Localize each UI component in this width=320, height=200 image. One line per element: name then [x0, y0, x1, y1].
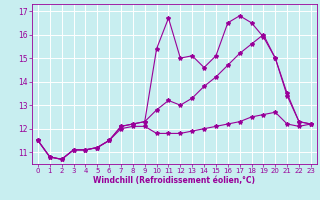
X-axis label: Windchill (Refroidissement éolien,°C): Windchill (Refroidissement éolien,°C): [93, 176, 255, 185]
